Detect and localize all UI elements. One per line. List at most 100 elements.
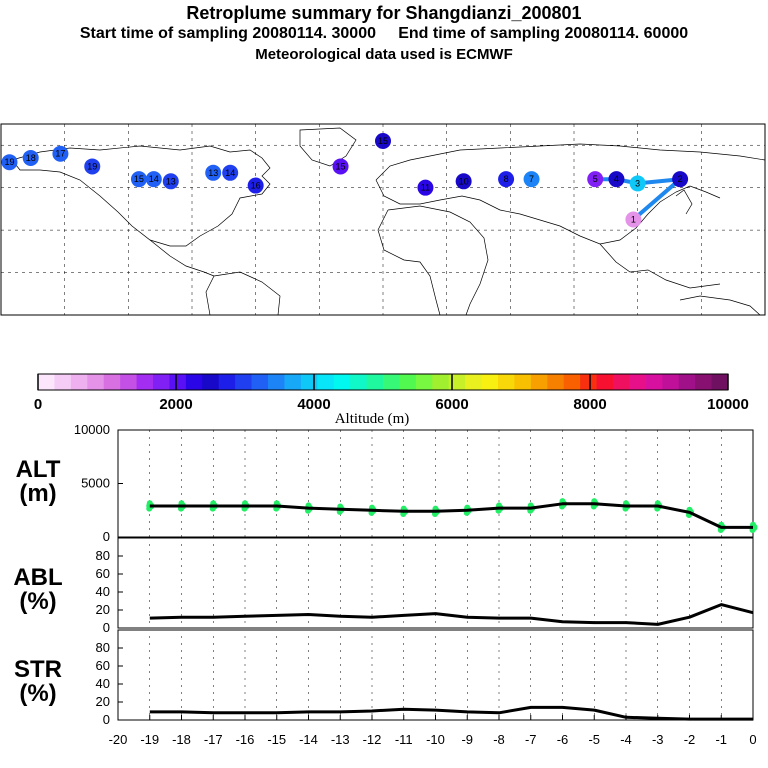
trajectory-marker bbox=[417, 179, 434, 196]
colorbar-swatch bbox=[415, 374, 433, 390]
colorbar-tick-label: 6000 bbox=[435, 396, 468, 413]
trajectory-marker bbox=[145, 171, 162, 188]
panel-title: STR bbox=[14, 656, 62, 683]
y-tick-label: 40 bbox=[96, 584, 110, 599]
x-tick-label: 0 bbox=[749, 732, 756, 747]
colorbar-swatch bbox=[695, 374, 713, 390]
x-tick-label: -19 bbox=[140, 732, 159, 747]
trajectory-marker-label: 19 bbox=[4, 157, 14, 167]
panel-frame bbox=[117, 537, 754, 629]
trajectory-marker bbox=[162, 173, 179, 190]
x-tick-label: -9 bbox=[461, 732, 473, 747]
trajectory-marker-label: 18 bbox=[26, 153, 36, 163]
trajectory-marker-label: 14 bbox=[149, 174, 159, 184]
altitude-marker bbox=[749, 523, 758, 532]
colorbar-swatch bbox=[218, 374, 236, 390]
x-tick-label: -2 bbox=[684, 732, 696, 747]
colorbar-swatch bbox=[284, 374, 302, 390]
colorbar-swatch bbox=[251, 374, 269, 390]
trajectory-marker-label: 14 bbox=[225, 168, 235, 178]
trajectory-marker bbox=[205, 164, 222, 181]
colorbar-swatch bbox=[465, 374, 483, 390]
x-tick-label: -5 bbox=[588, 732, 600, 747]
colorbar-swatch bbox=[514, 374, 532, 390]
trajectory-marker-label: 15 bbox=[134, 174, 144, 184]
chart-title: Retroplume summary for Shangdianzi_20080… bbox=[186, 3, 582, 23]
panel-unit: (%) bbox=[19, 588, 56, 615]
coast-japan bbox=[675, 189, 693, 215]
colorbar-swatch bbox=[350, 374, 368, 390]
time-series-panels: 0500010000ALT(m)020406080ABL(%)020406080… bbox=[13, 422, 758, 747]
colorbar-swatch bbox=[498, 374, 515, 390]
sampling-times: Start time of sampling 20080114. 30000 E… bbox=[79, 25, 689, 42]
colorbar-swatch bbox=[629, 374, 647, 390]
y-tick-label: 20 bbox=[96, 602, 110, 617]
colorbar-swatch bbox=[317, 374, 335, 390]
coast-central-america bbox=[149, 239, 215, 277]
trajectory-marker bbox=[587, 171, 604, 188]
trajectory-marker bbox=[608, 171, 625, 188]
y-tick-label: 60 bbox=[96, 658, 110, 673]
trajectory-marker bbox=[22, 149, 39, 166]
coast-eurasia bbox=[375, 143, 766, 245]
colorbar-tick-label: 4000 bbox=[297, 396, 330, 413]
colorbar-swatch bbox=[333, 374, 351, 390]
colorbar-tick-label: 0 bbox=[34, 396, 42, 413]
y-tick-label: 5000 bbox=[81, 476, 110, 491]
colorbar-swatch bbox=[54, 374, 72, 390]
colorbar-swatch bbox=[136, 374, 154, 390]
trajectory-marker bbox=[672, 171, 689, 188]
x-tick-label: -20 bbox=[109, 732, 128, 747]
x-tick-label: -6 bbox=[557, 732, 569, 747]
panel-frame bbox=[117, 429, 754, 538]
x-tick-label: -10 bbox=[426, 732, 445, 747]
x-tick-label: -1 bbox=[715, 732, 727, 747]
colorbar-swatch bbox=[300, 374, 318, 390]
trajectory-marker-label: 1 bbox=[631, 215, 636, 225]
x-tick-label: -12 bbox=[363, 732, 382, 747]
panel-title: ABL bbox=[13, 564, 62, 591]
x-tick-label: -17 bbox=[204, 732, 223, 747]
trajectory-marker bbox=[1, 154, 18, 171]
colorbar-swatch bbox=[169, 374, 187, 390]
trajectory-marker bbox=[52, 145, 69, 162]
altitude-colorbar: 0 2000 4000 6000 8000 10000 Altitude (m) bbox=[34, 373, 749, 427]
colorbar-tick-labels: 0 2000 4000 6000 8000 10000 bbox=[34, 374, 749, 413]
met-data-note: Meteorological data used is ECMWF bbox=[255, 46, 513, 63]
colorbar-tick-label: 2000 bbox=[159, 396, 192, 413]
coast-se-asia bbox=[599, 243, 721, 289]
x-tick-label: -4 bbox=[620, 732, 632, 747]
trajectory-marker-label: 19 bbox=[87, 161, 97, 171]
colorbar-swatch bbox=[103, 374, 121, 390]
trajectory-marker bbox=[375, 132, 391, 149]
colorbar-swatches bbox=[38, 374, 729, 390]
colorbar-swatch bbox=[153, 374, 170, 390]
trajectory-marker bbox=[332, 158, 349, 175]
trajectory-marker-label: 4 bbox=[614, 174, 619, 184]
colorbar-swatch bbox=[563, 374, 581, 390]
colorbar-swatch bbox=[70, 374, 88, 390]
trajectory-marker bbox=[498, 171, 515, 188]
x-tick-label: -14 bbox=[299, 732, 318, 747]
y-tick-label: 80 bbox=[96, 640, 110, 655]
trajectory-marker-label: 11 bbox=[421, 183, 430, 193]
x-tick-label: -8 bbox=[493, 732, 505, 747]
coast-greenland bbox=[299, 127, 357, 167]
x-tick-label: -15 bbox=[267, 732, 286, 747]
colorbar-swatch bbox=[711, 374, 729, 390]
colorbar-swatch bbox=[383, 374, 400, 390]
panel-unit: (m) bbox=[19, 480, 56, 507]
x-tick-label: -3 bbox=[652, 732, 664, 747]
trajectory-marker-label: 5 bbox=[593, 174, 598, 184]
trajectory-marker bbox=[84, 158, 101, 175]
colorbar-tick-label: 10000 bbox=[707, 396, 749, 413]
trajectory-marker bbox=[222, 164, 239, 181]
y-tick-label: 0 bbox=[103, 712, 110, 727]
colorbar-swatch bbox=[481, 374, 499, 390]
x-tick-label: -18 bbox=[172, 732, 191, 747]
colorbar-swatch bbox=[613, 374, 630, 390]
trajectory-marker bbox=[523, 171, 540, 188]
colorbar-label: Altitude (m) bbox=[335, 411, 410, 427]
